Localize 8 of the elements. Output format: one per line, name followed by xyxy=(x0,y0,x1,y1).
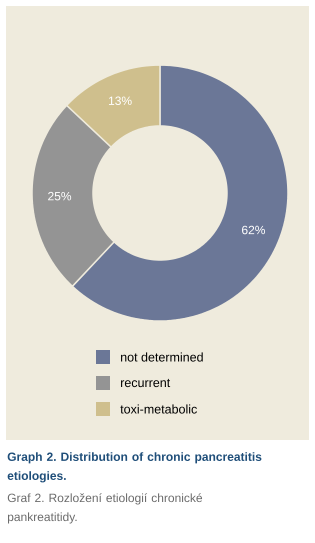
data-label: 13% xyxy=(108,96,132,106)
data-label: 25% xyxy=(48,192,72,200)
legend-label: toxi-metabolic xyxy=(120,404,197,414)
legend-label: recurrent xyxy=(121,378,170,388)
data-label: 62% xyxy=(242,226,266,234)
legend-label: not determined xyxy=(121,352,203,362)
text: Graf 2. Rozložení etiologií chronické pankreatitidy. xyxy=(8,493,202,524)
text: Graph 2. Distribution of chronic pancreatitis etiologies. xyxy=(8,452,262,482)
